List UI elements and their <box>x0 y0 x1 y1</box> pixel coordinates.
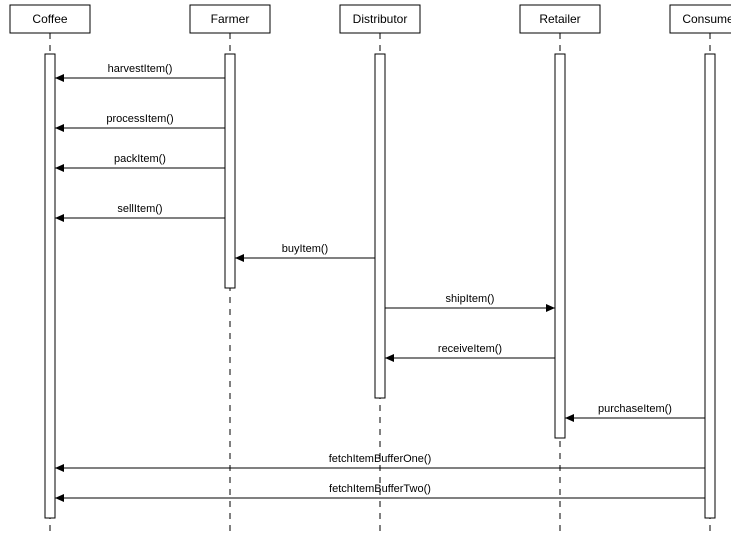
message-label-2: packItem() <box>114 153 166 165</box>
message-label-3: sellItem() <box>117 203 162 215</box>
activation-distributor <box>375 54 385 398</box>
message-label-8: fetchItemBufferOne() <box>329 453 432 465</box>
participant-label-retailer: Retailer <box>539 12 580 26</box>
participant-label-coffee: Coffee <box>32 12 67 26</box>
message-label-9: fetchItemBufferTwo() <box>329 483 431 495</box>
activation-farmer <box>225 54 235 288</box>
message-label-6: receiveItem() <box>438 343 502 355</box>
message-label-0: harvestItem() <box>108 63 173 75</box>
participant-label-distributor: Distributor <box>353 12 408 26</box>
activation-coffee <box>45 54 55 518</box>
activation-retailer <box>555 54 565 438</box>
participant-label-consumer: Consumer <box>682 12 731 26</box>
message-label-1: processItem() <box>106 113 173 125</box>
message-label-7: purchaseItem() <box>598 403 672 415</box>
participant-label-farmer: Farmer <box>211 12 250 26</box>
participants-layer: Coffee Farmer Distributor Retailer Consumer <box>10 5 731 33</box>
message-label-4: buyItem() <box>282 243 328 255</box>
message-label-5: shipItem() <box>446 293 495 305</box>
sequence-diagram: CoffeeFarmerDistributorRetailerConsumer … <box>0 0 731 541</box>
activation-consumer <box>705 54 715 518</box>
